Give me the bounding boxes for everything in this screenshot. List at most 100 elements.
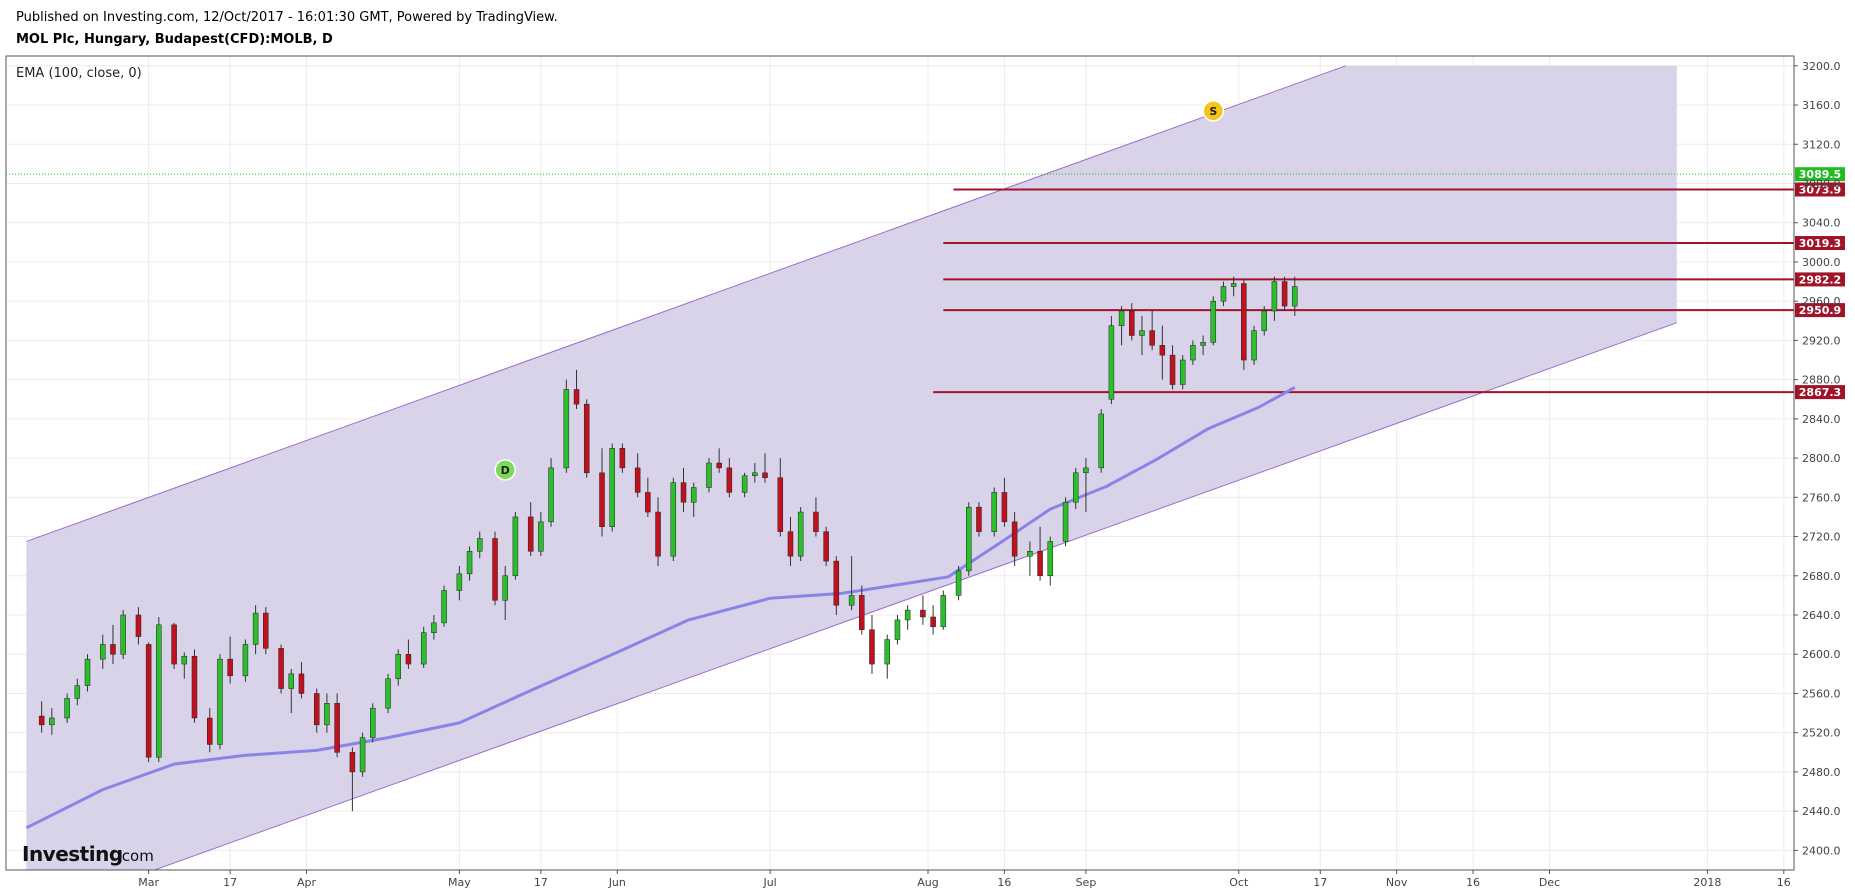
candle xyxy=(476,531,483,559)
candle xyxy=(1251,325,1257,365)
channel-upper-line xyxy=(26,65,1346,542)
y-tick-label: 3000.0 xyxy=(1802,256,1841,269)
candle xyxy=(252,605,259,655)
candle-body xyxy=(49,717,55,726)
candle xyxy=(1179,355,1186,390)
candle-body xyxy=(655,511,661,557)
y-tick-label: 2920.0 xyxy=(1802,334,1841,347)
candle xyxy=(1159,325,1166,380)
time-axis[interactable]: Mar 17 Apr May 17 Jun Jul Aug 16 Sep Oct 17 Nov 16 Dec… xyxy=(138,870,1791,889)
candle-body xyxy=(976,506,982,532)
candle-body xyxy=(1210,300,1217,343)
candle xyxy=(1027,541,1033,576)
candle-body xyxy=(370,707,376,738)
candle-body xyxy=(1281,281,1288,307)
marker-d[interactable]: D xyxy=(494,459,516,481)
candle-body xyxy=(991,492,997,532)
candle-body xyxy=(64,698,70,719)
candle-body xyxy=(1179,359,1186,385)
candle-body xyxy=(1098,413,1104,469)
candle xyxy=(466,546,473,581)
candle-body xyxy=(191,655,198,719)
candle-body xyxy=(1027,551,1033,557)
y-tick-label: 2960.0 xyxy=(1802,295,1841,308)
candle-body xyxy=(110,644,116,655)
event-markers[interactable]: DS xyxy=(494,100,1225,481)
x-tick-label: Nov xyxy=(1386,876,1408,889)
candle-body xyxy=(1047,541,1054,577)
candle xyxy=(181,652,188,679)
candle xyxy=(680,467,687,513)
candle xyxy=(278,644,284,694)
candle xyxy=(538,512,544,557)
candle xyxy=(502,565,508,620)
candle-body xyxy=(680,482,687,503)
candle-body xyxy=(349,752,356,773)
candle xyxy=(548,458,554,527)
candle-body xyxy=(894,619,901,640)
candle xyxy=(777,458,784,537)
investing-logo: Investing .com xyxy=(22,842,154,866)
candle-body xyxy=(298,673,305,694)
candle-body xyxy=(405,653,412,665)
candle xyxy=(324,693,330,733)
candle-body xyxy=(242,644,249,677)
candle xyxy=(599,448,605,537)
candle xyxy=(645,477,651,517)
candle xyxy=(716,448,722,473)
candle xyxy=(1169,345,1176,390)
price-axis[interactable]: 2400.0 2440.0 2480.0 2520.0 2560.0 2600.0 2640… xyxy=(1794,60,1841,858)
candle xyxy=(976,502,982,537)
logo-suffix: .com xyxy=(117,847,154,865)
candle-body xyxy=(527,516,534,552)
candle xyxy=(752,463,758,483)
candle xyxy=(359,732,366,777)
x-tick-label: Aug xyxy=(917,876,938,889)
candle-body xyxy=(752,472,758,476)
candle-body xyxy=(859,595,865,630)
candles[interactable] xyxy=(38,276,1298,812)
candle xyxy=(848,556,855,611)
candle-body xyxy=(823,531,829,562)
candle-body xyxy=(1062,501,1069,542)
marker-s[interactable]: S xyxy=(1202,100,1225,122)
candle xyxy=(349,747,356,812)
level-tag-text: 3019.3 xyxy=(1799,237,1841,250)
candle-body xyxy=(1261,310,1267,331)
candle xyxy=(120,610,126,660)
regression-channel xyxy=(26,65,1678,870)
candle-body xyxy=(1108,325,1115,400)
candle xyxy=(1230,276,1237,297)
candle xyxy=(813,497,819,537)
candle-body xyxy=(706,462,712,488)
candle-body xyxy=(716,462,722,469)
candle-body xyxy=(252,612,259,645)
candle xyxy=(1281,276,1288,311)
candle-body xyxy=(670,482,677,557)
x-tick-label: 17 xyxy=(1313,876,1327,889)
candle xyxy=(655,497,661,566)
candle-body xyxy=(431,622,437,633)
candle xyxy=(1241,279,1247,370)
candle xyxy=(690,482,697,517)
candle xyxy=(100,634,106,669)
candle xyxy=(1062,497,1069,547)
candle xyxy=(1261,306,1267,336)
candle-body xyxy=(227,658,233,677)
candle xyxy=(288,668,295,714)
y-tick-label: 2840.0 xyxy=(1802,413,1841,426)
candle-body xyxy=(573,389,580,405)
marker-circle xyxy=(1202,100,1225,122)
y-tick-label: 2680.0 xyxy=(1802,570,1841,583)
candle xyxy=(1190,340,1196,365)
candle-body xyxy=(145,644,152,758)
candle-body xyxy=(930,616,936,628)
ema-line-group xyxy=(25,386,1296,830)
candle-body xyxy=(217,658,223,745)
y-tick-label: 3040.0 xyxy=(1802,217,1841,230)
ema-indicator-label[interactable]: EMA (100, close, 0) xyxy=(16,66,142,81)
candle xyxy=(227,636,233,684)
candle xyxy=(904,605,911,630)
candle xyxy=(395,649,401,686)
